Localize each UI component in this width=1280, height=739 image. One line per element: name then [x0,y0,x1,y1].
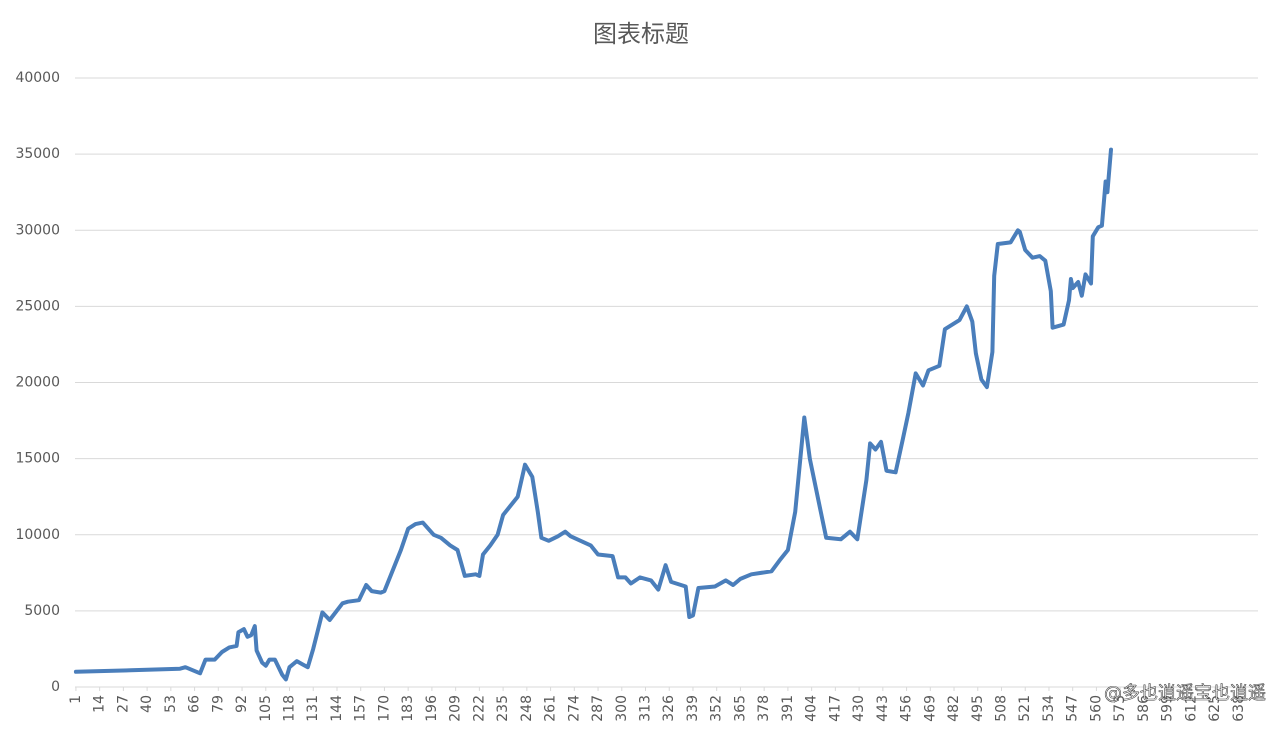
x-tick-label: 1 [68,695,84,704]
x-tick-label: 391 [780,695,796,722]
x-tick-label: 339 [685,695,701,722]
x-tick-label: 27 [115,695,131,713]
x-tick-label: 521 [1017,695,1033,722]
x-tick-label: 586 [1136,695,1152,722]
x-tick-label: 482 [946,695,962,722]
x-tick-label: 118 [282,695,298,722]
y-tick-label: 25000 [15,298,60,314]
x-tick-label: 547 [1065,695,1081,722]
x-tick-label: 79 [210,695,226,713]
x-tick-label: 261 [543,695,559,722]
x-tick-label: 469 [922,695,938,722]
x-tick-label: 14 [92,695,108,713]
x-tick-label: 534 [1041,695,1057,722]
x-tick-label: 313 [638,695,654,722]
x-tick-label: 92 [234,695,250,713]
x-tick-label: 300 [614,695,630,722]
x-tick-label: 144 [329,695,345,722]
x-tick-label: 495 [970,695,986,722]
y-tick-label: 0 [51,679,60,695]
x-tick-label: 53 [163,695,179,713]
x-tick-label: 430 [851,695,867,722]
x-tick-label: 638 [1231,695,1247,722]
x-tick-label: 66 [187,695,203,713]
x-tick-label: 248 [519,695,535,722]
y-tick-label: 20000 [15,375,60,391]
x-tick-label: 560 [1088,695,1104,722]
x-tick-label: 365 [732,695,748,722]
y-tick-label: 35000 [15,146,60,162]
y-tick-label: 30000 [15,222,60,238]
x-tick-label: 222 [471,695,487,722]
x-tick-label: 404 [804,695,820,722]
x-tick-label: 599 [1160,695,1176,722]
x-tick-label: 326 [661,695,677,722]
x-tick-label: 235 [495,695,511,722]
x-tick-label: 170 [376,695,392,722]
x-tick-label: 417 [827,695,843,722]
x-tick-label: 443 [875,695,891,722]
y-tick-label: 15000 [15,451,60,467]
y-tick-label: 40000 [15,70,60,86]
x-tick-label: 196 [424,695,440,722]
x-tick-label: 131 [305,695,321,722]
x-tick-label: 352 [709,695,725,722]
x-tick-label: 40 [139,695,155,713]
x-tick-label: 456 [899,695,915,722]
x-tick-label: 209 [448,695,464,722]
x-tick-label: 287 [590,695,606,722]
y-tick-label: 10000 [15,527,60,543]
x-tick-label: 157 [353,695,369,722]
y-tick-label: 5000 [24,603,60,619]
data-line [73,147,1113,682]
x-tick-label: 183 [400,695,416,722]
x-tick-label: 378 [756,695,772,722]
x-tick-label: 508 [994,695,1010,722]
watermark: @多也逍遥宝也逍遥 [1104,683,1266,704]
chart-title: 图表标题 [593,20,689,48]
x-tick-label: 573 [1112,695,1128,722]
x-tick-label: 612 [1183,695,1199,722]
x-tick-label: 625 [1207,695,1223,722]
x-tick-label: 274 [566,695,582,722]
x-tick-label: 105 [258,695,274,722]
